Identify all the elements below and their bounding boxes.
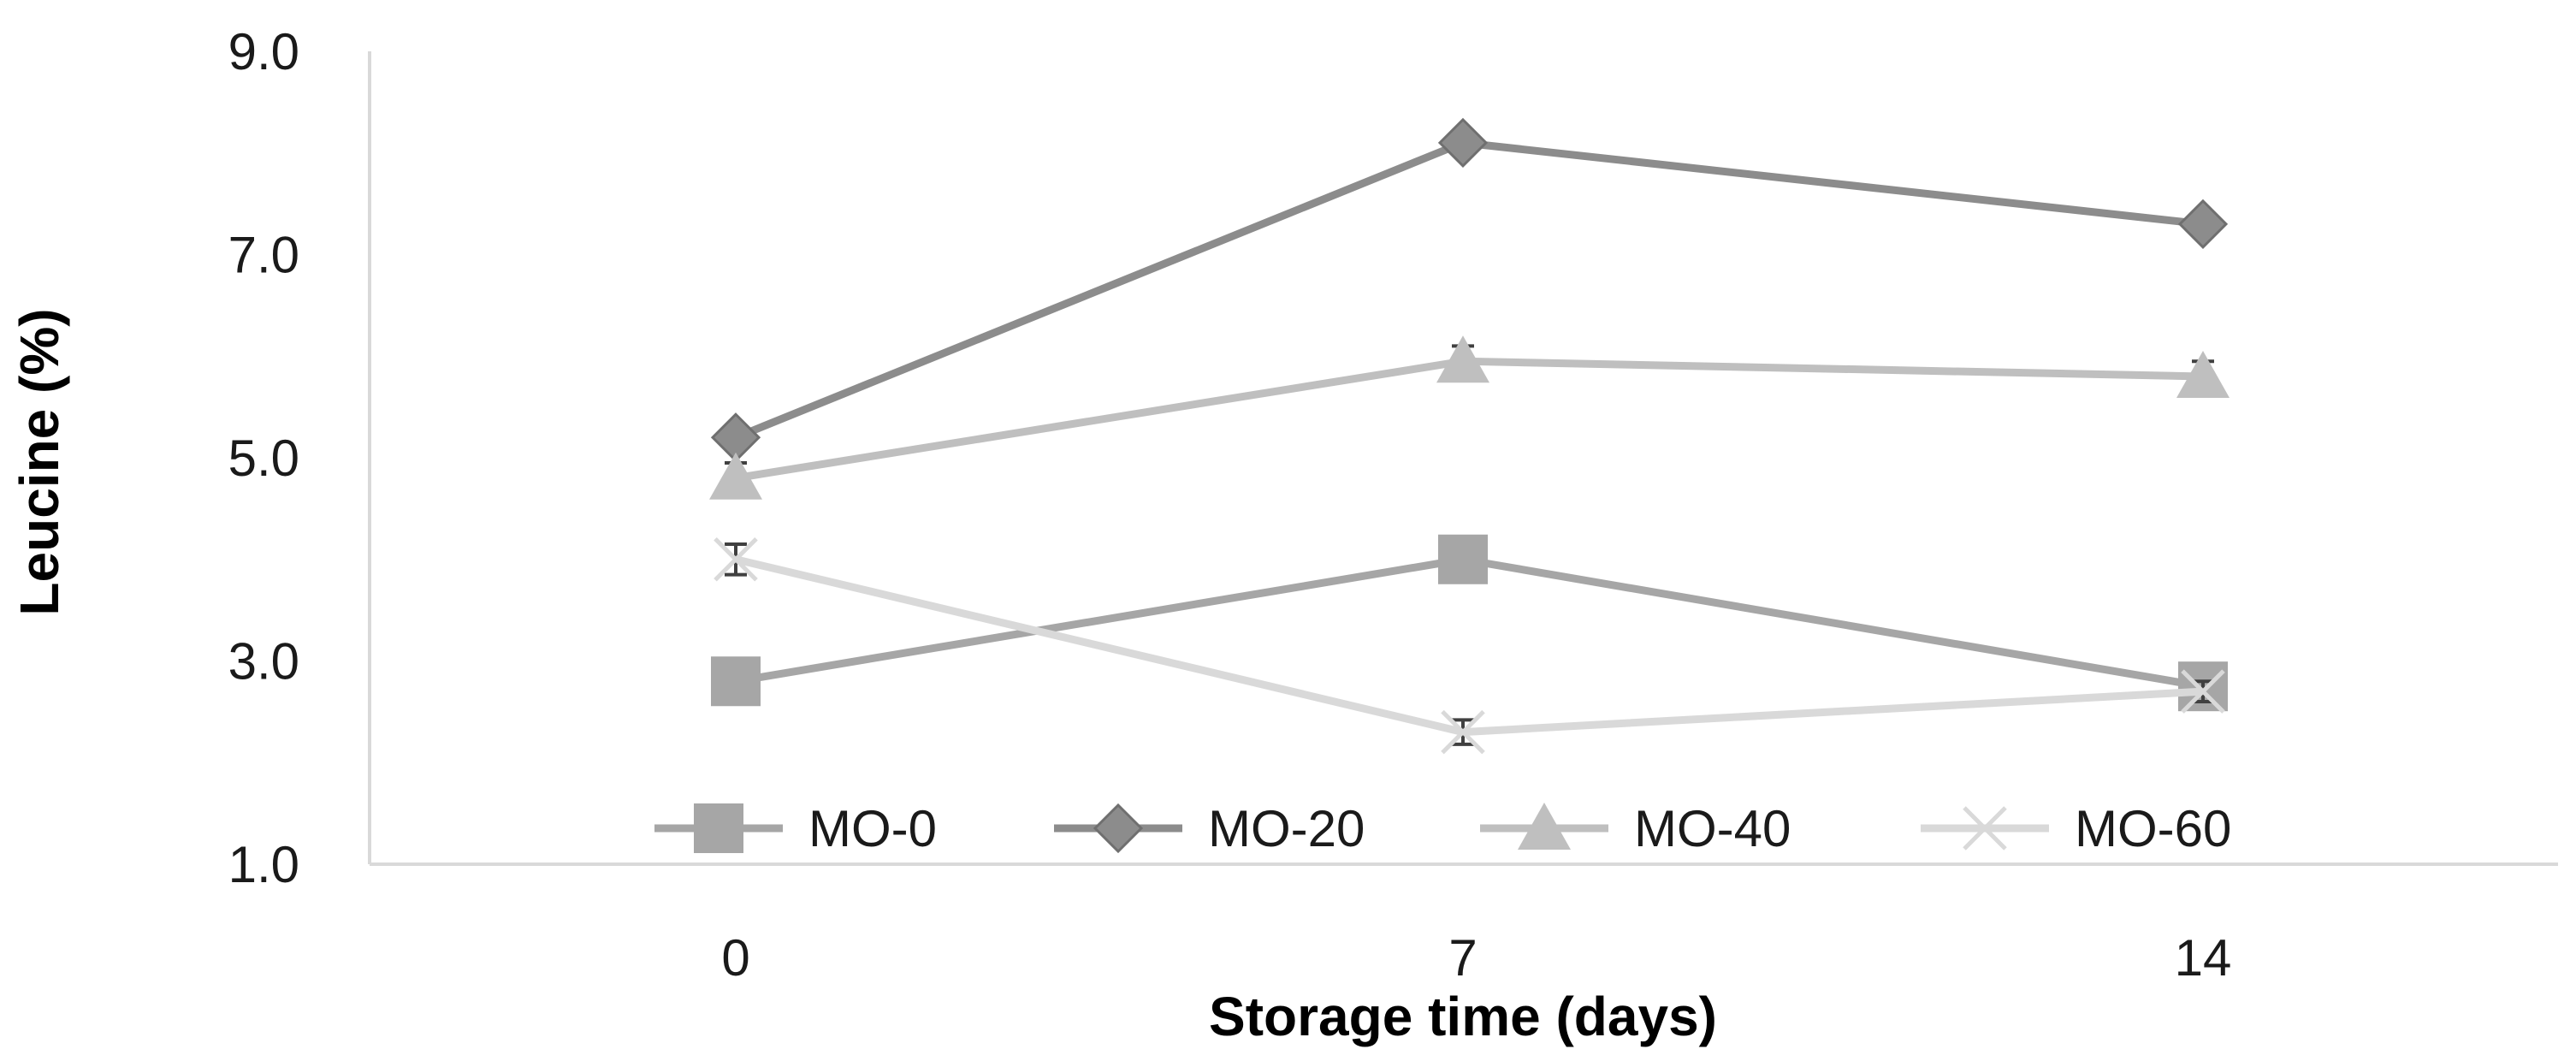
data-point [711, 656, 761, 707]
x-tick-labels: 0 7 14 [721, 929, 2231, 987]
series-line [734, 139, 2204, 442]
y-tick-label: 1.0 [228, 836, 299, 893]
legend-item-mo-20: MO-20 [1054, 800, 1365, 857]
legend: MO-0 MO-20 MO-40 MO-60 [654, 800, 2231, 857]
legend-marker [1093, 803, 1144, 854]
legend-marker [1518, 803, 1571, 850]
legend-marker [694, 803, 743, 853]
data-point [714, 536, 758, 582]
y-tick-label: 9.0 [228, 23, 299, 80]
data-point [1437, 117, 1489, 168]
legend-label: MO-0 [808, 800, 937, 857]
legend-item-mo-40: MO-40 [1480, 800, 1791, 857]
legend-marker [1963, 806, 2007, 851]
series-mo-60 [714, 536, 2225, 755]
series-mo-20 [710, 117, 2229, 463]
axes [368, 51, 2558, 866]
x-axis-title: Storage time (days) [1209, 986, 1717, 1047]
data-point [1441, 709, 1485, 755]
series-mo-0 [711, 534, 2228, 712]
series-mo-40 [709, 335, 2230, 500]
x-tick-label: 7 [1448, 929, 1477, 987]
legend-label: MO-20 [1208, 800, 1365, 857]
data-point [2176, 351, 2230, 398]
data-point [709, 452, 762, 500]
x-tick-label: 14 [2175, 929, 2232, 987]
data-point [1438, 534, 1488, 584]
x-tick-label: 0 [721, 929, 749, 987]
data-point [2181, 669, 2225, 714]
legend-label: MO-60 [2075, 800, 2231, 857]
legend-label: MO-40 [1634, 800, 1791, 857]
y-tick-labels: 1.0 3.0 5.0 7.0 9.0 [228, 23, 299, 893]
legend-item-mo-60: MO-60 [1921, 800, 2231, 857]
y-tick-label: 5.0 [228, 430, 299, 487]
legend-item-mo-0: MO-0 [654, 800, 937, 857]
y-tick-label: 3.0 [228, 633, 299, 691]
data-point [2177, 199, 2229, 249]
data-point [1436, 335, 1489, 383]
y-tick-label: 7.0 [228, 227, 299, 284]
series-group [709, 117, 2230, 755]
y-axis-title: Leucine (%) [9, 308, 70, 615]
